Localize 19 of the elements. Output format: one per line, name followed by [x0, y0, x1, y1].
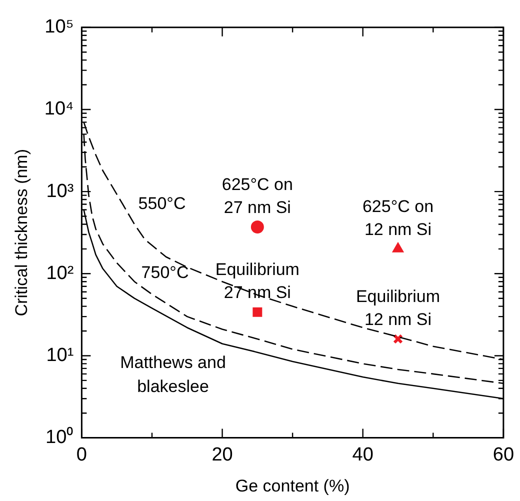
series-label: 550°C	[138, 194, 186, 213]
x-tick-label: 60	[492, 444, 514, 466]
series-label: Equilibrium 12 nm Si	[356, 286, 440, 329]
y-tick-label: 10⁵	[44, 16, 74, 38]
x-axis-title: Ge content (%)	[235, 476, 350, 496]
y-tick-label: 10⁰	[46, 426, 74, 448]
y-tick-label: 10⁴	[44, 98, 74, 120]
series-label: 750°C	[141, 263, 189, 282]
x-tick-label: 40	[352, 444, 374, 466]
series-label: 625°C on 27 nm Si	[222, 175, 293, 217]
y-tick-label: 10³	[46, 180, 74, 202]
y-tick-label: 10¹	[46, 344, 74, 366]
y-tick-label: 10²	[46, 262, 74, 284]
x-tick-label: 0	[76, 444, 87, 466]
y-axis-title: Critical thickness (nm)	[12, 149, 31, 316]
series-label: Matthews and blakeslee	[120, 353, 226, 396]
series-label: Equilibrium 27 nm Si	[215, 260, 300, 302]
x-tick-label: 20	[212, 444, 233, 466]
series-label: 625°C on 12 nm Si	[362, 196, 434, 239]
